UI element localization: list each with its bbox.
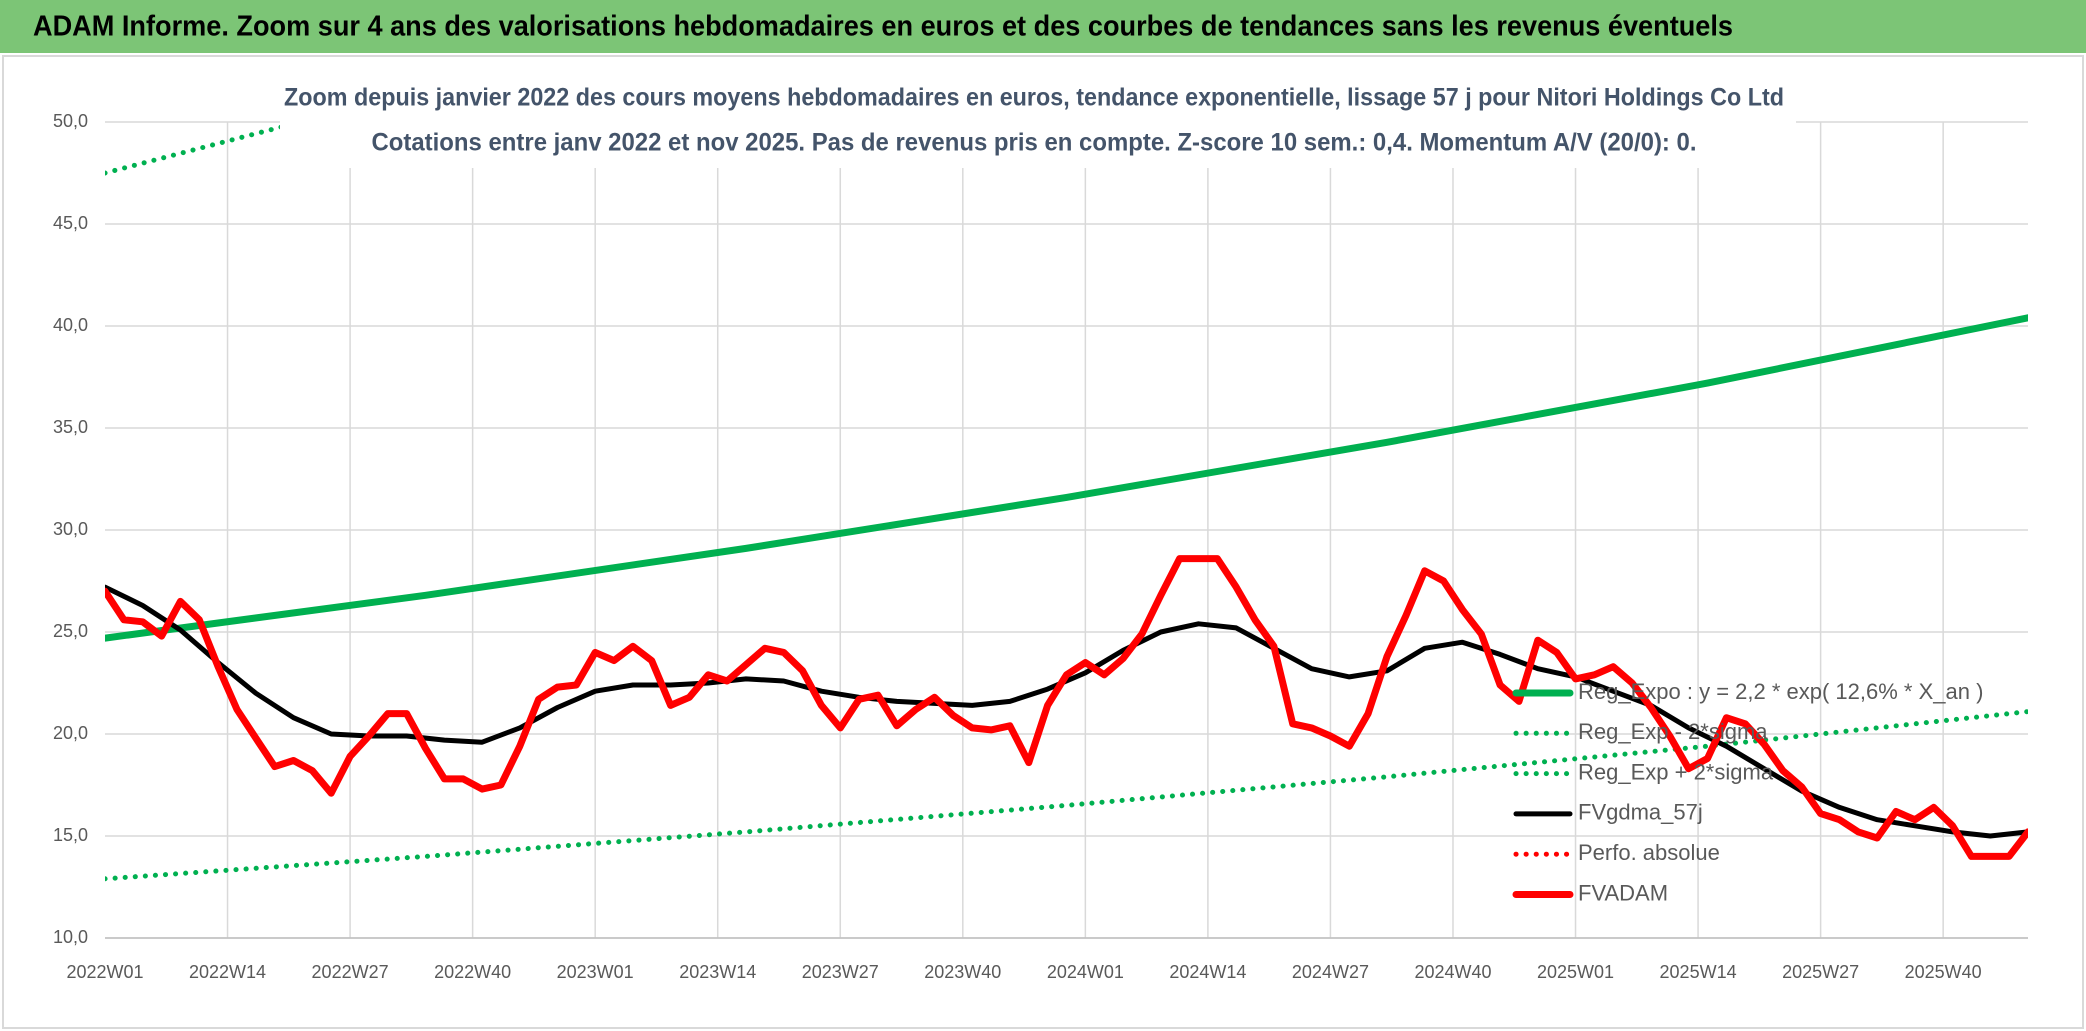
legend-label: Reg_Exp - 2*sigma [1578,719,1768,744]
y-tick-label: 20,0 [53,723,88,743]
title-box [280,78,1796,168]
y-tick-label: 10,0 [53,927,88,947]
x-tick-label: 2023W40 [924,962,1001,982]
y-tick-label: 15,0 [53,825,88,845]
series-line [105,555,2028,860]
x-tick-label: 2023W14 [679,962,756,982]
x-tick-label: 2022W27 [312,962,389,982]
x-tick-label: 2025W14 [1660,962,1737,982]
x-tick-label: 2024W01 [1047,962,1124,982]
y-tick-label: 45,0 [53,213,88,233]
x-tick-label: 2022W40 [434,962,511,982]
x-tick-label: 2025W27 [1782,962,1859,982]
x-tick-label: 2022W01 [66,962,143,982]
legend-label: Reg_Expo : y = 2,2 * exp( 12,6% * X_an ) [1578,679,1983,704]
chart-title: Zoom depuis janvier 2022 des cours moyen… [284,84,1784,112]
legend-label: Perfo. absolue [1578,840,1720,865]
x-tick-label: 2025W40 [1905,962,1982,982]
y-tick-label: 35,0 [53,417,88,437]
x-tick-label: 2024W27 [1292,962,1369,982]
legend-label: Reg_Exp + 2*sigma [1578,759,1774,784]
chart-subtitle: Cotations entre janv 2022 et nov 2025. P… [372,129,1697,157]
x-tick-label: 2022W14 [189,962,266,982]
y-tick-label: 40,0 [53,315,88,335]
chart-border [2,55,2084,1029]
series-line [105,314,2028,642]
header-title: ADAM Informe. Zoom sur 4 ans des valoris… [33,11,1733,43]
header-bar [0,0,2086,53]
series-line [105,709,2028,882]
x-tick-label: 2023W01 [557,962,634,982]
x-tick-label: 2025W01 [1537,962,1614,982]
legend: Reg_Expo : y = 2,2 * exp( 12,6% * X_an )… [1512,679,1983,905]
x-tick-label: 2024W14 [1169,962,1246,982]
legend-label: FVgdma_57j [1578,800,1703,825]
y-tick-label: 25,0 [53,621,88,641]
plot-area [105,122,2028,882]
y-tick-label: 50,0 [53,111,88,131]
y-tick-label: 30,0 [53,519,88,539]
legend-label: FVADAM [1578,880,1668,905]
x-tick-label: 2023W27 [802,962,879,982]
x-tick-label: 2024W40 [1414,962,1491,982]
